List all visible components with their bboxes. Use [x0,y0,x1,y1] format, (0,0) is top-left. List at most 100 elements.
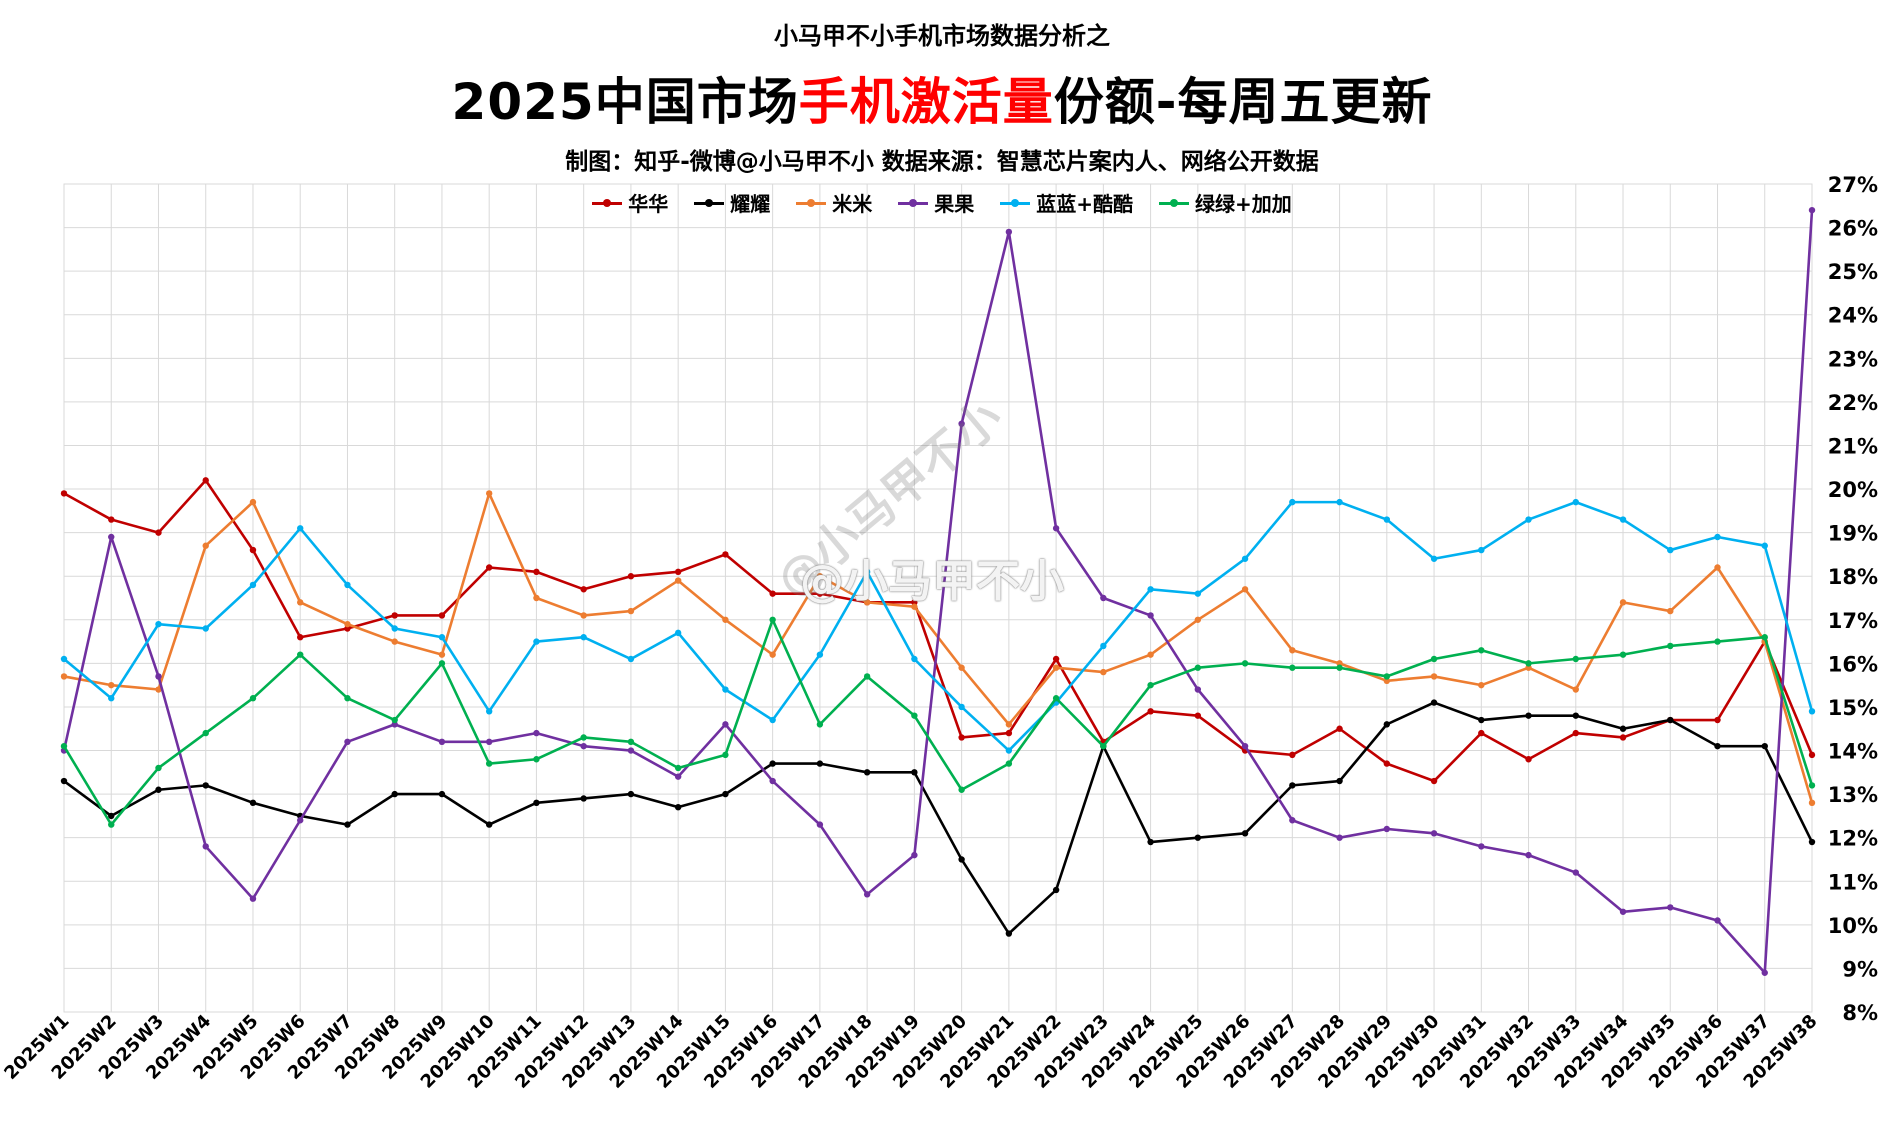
data-point [533,638,540,645]
data-point [485,708,493,715]
data-point [1194,834,1202,841]
data-point [391,625,398,632]
series-4 [60,498,1816,754]
y-tick-label: 17% [1828,609,1878,633]
data-point [344,695,351,702]
data-point [1147,612,1154,619]
data-point [1808,708,1816,715]
data-point [108,812,115,820]
chart-supertitle: 小马甲不小手机市场数据分析之 [774,22,1110,50]
legend-item: 华华 [592,188,668,217]
y-tick-label: 16% [1828,652,1878,676]
data-point [249,546,257,554]
data-point [627,573,635,580]
data-point [1383,721,1391,728]
data-point [155,673,162,680]
data-point [1714,716,1721,724]
data-point [1478,716,1485,724]
data-point [108,533,115,541]
data-point [722,751,729,759]
data-point [1478,843,1485,850]
data-point [202,542,209,549]
data-point [769,716,776,724]
data-point [1714,638,1721,645]
data-point [1619,908,1627,915]
data-point [1761,542,1768,549]
data-point [1336,664,1343,671]
y-tick-label: 8% [1842,1001,1878,1025]
data-point [1005,228,1013,236]
data-point [438,738,446,746]
data-point [1430,830,1438,837]
data-point [580,734,587,741]
legend-label: 华华 [628,192,669,216]
data-point [1572,686,1579,693]
data-point [674,629,682,637]
data-point [1714,564,1721,571]
data-point [1100,642,1107,650]
y-tick-label: 13% [1828,783,1878,807]
y-tick-label: 12% [1828,827,1878,851]
data-point [1525,516,1532,523]
data-point [1100,742,1107,750]
legend-swatch [1159,198,1189,208]
data-point [580,742,587,750]
data-point [722,790,729,798]
data-point [297,634,304,641]
data-point [1761,634,1768,641]
data-point [485,760,493,767]
data-point [1289,817,1296,824]
data-point [1052,695,1060,702]
data-point [1194,590,1202,597]
data-point [1430,673,1438,680]
data-point [722,721,729,728]
data-point [1289,664,1296,671]
data-point [1241,660,1249,667]
data-point [722,686,729,693]
y-tick-label: 20% [1828,478,1878,502]
data-point [1005,760,1013,767]
data-point [722,551,729,558]
data-point [1005,729,1013,737]
data-point [1525,851,1532,859]
data-point [958,856,965,863]
y-tick-label: 23% [1828,347,1878,371]
data-point [60,742,68,750]
data-point [1383,760,1391,767]
data-point [1430,777,1438,785]
data-point [674,773,682,780]
data-point [1572,869,1579,876]
chart-legend: 华华 耀耀 米米 果果 蓝蓝+酷酷 绿绿+加加 [0,188,1884,217]
data-point [1052,655,1060,663]
data-point [863,568,871,576]
data-point [816,590,824,597]
title-highlight: 手机激活量 [798,73,1054,131]
data-point [202,477,209,484]
series-5 [60,616,1816,828]
data-point [391,612,398,619]
data-point [580,612,587,619]
data-point [769,777,776,785]
y-tick-label: 25% [1828,260,1878,284]
data-point [1005,721,1013,728]
data-point [627,747,635,754]
data-point [863,673,871,680]
data-point [1194,616,1202,623]
data-point [533,594,540,602]
data-point [627,790,635,798]
legend-item: 耀耀 [694,188,770,217]
data-point [627,655,635,663]
legend-swatch [1000,198,1031,208]
data-point [438,651,446,658]
data-point [533,568,540,576]
data-point [1052,664,1060,671]
data-point [1808,782,1816,789]
data-point [1761,742,1768,750]
data-point [863,891,871,898]
data-point [769,651,776,658]
data-point [722,616,729,623]
data-point [533,799,540,807]
data-point [911,712,918,719]
data-point [155,620,162,628]
data-point [863,599,871,606]
